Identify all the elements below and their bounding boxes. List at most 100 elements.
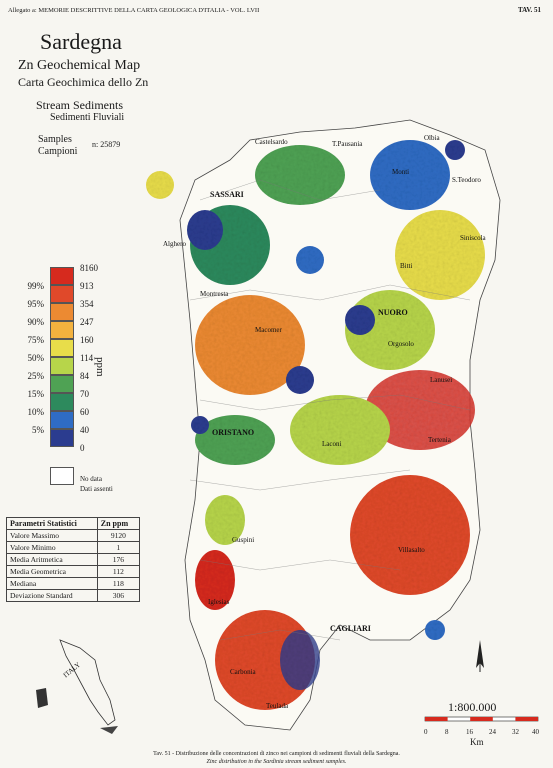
map-title: Sardegna [40, 29, 122, 54]
sample-count: n: 25879 [92, 140, 121, 149]
medium-label-it: Sedimenti Fluviali [50, 112, 125, 123]
legend-value: 60 [80, 407, 89, 417]
scale-tick: 16 [466, 728, 473, 736]
sardinia-inset [36, 688, 48, 708]
samples-label-it: Campioni [38, 146, 78, 157]
table-row: Deviazione Standard 306 [6, 589, 141, 602]
table-row: Media Geometrica 112 [6, 565, 141, 578]
stat-value: 9120 [96, 529, 141, 542]
blob [345, 305, 375, 335]
blob [286, 366, 314, 394]
medium-label-en: Stream Sediments [36, 98, 123, 112]
blob [445, 140, 465, 160]
legend-swatch [50, 321, 74, 339]
zone-oristano [195, 415, 275, 465]
map-subtitle-it: Carta Geochimica dello Zn [18, 75, 149, 89]
zone-guspini [205, 495, 245, 545]
legend-percentile: 50% [27, 353, 45, 363]
legend-value: 8160 [80, 263, 98, 273]
stat-value: 176 [96, 553, 141, 566]
place-guspini: Guspini [232, 536, 255, 544]
zone-east [365, 370, 475, 450]
blob [296, 246, 324, 274]
place-olbia: Olbia [424, 134, 440, 142]
legend-value: 247 [80, 317, 94, 327]
legend-percentile: 25% [27, 371, 45, 381]
zone-iglesias [195, 550, 235, 610]
legend-value: 913 [80, 281, 94, 291]
map-subtitle-en: Zn Geochemical Map [18, 58, 141, 73]
zone-central [195, 295, 305, 395]
place-siniscola: Siniscola [460, 234, 486, 242]
stat-label: Valore Massimo [6, 529, 98, 542]
statistics-table: Parametri Statistici Zn ppm Valore Massi… [6, 517, 141, 602]
stat-label: Media Aritmetica [6, 553, 98, 566]
legend-swatch [50, 267, 74, 285]
legend-percentile: 5% [32, 425, 44, 435]
place-orgosolo: Orgosolo [388, 340, 414, 348]
legend-percentile: 95% [27, 299, 45, 309]
legend-percentile: 10% [27, 407, 45, 417]
legend-swatch [50, 303, 74, 321]
stat-label: Valore Minimo [6, 541, 98, 554]
table-row: Media Aritmetica 176 [6, 553, 141, 566]
legend-value: 0 [80, 443, 85, 453]
header-param: Parametri Statistici [6, 517, 98, 530]
place-montresta: Montresta [200, 290, 229, 298]
legend-unit: ppm [94, 357, 106, 377]
place-oristano: ORISTANO [212, 428, 255, 437]
header-unit: Zn ppm [96, 517, 141, 530]
legend-swatch [50, 357, 74, 375]
series-reference: Allegato a: MEMORIE DESCRITTIVE DELLA CA… [8, 7, 260, 14]
place-monti: Monti [392, 168, 410, 176]
legend-nodata-en: No data [80, 475, 102, 483]
legend-swatch [50, 339, 74, 357]
place-sassari: SASSARI [210, 190, 244, 199]
caption-en: Zinc distribution in the Sardinia stream… [206, 759, 347, 765]
zone-gallura [370, 140, 450, 210]
place-santeodoro: S.Teodoro [452, 176, 481, 184]
stat-label: Mediana [6, 577, 98, 590]
stat-label: Media Geometrica [6, 565, 98, 578]
place-tempio: T.Pausania [332, 140, 363, 148]
place-bitti: Bitti [400, 262, 413, 270]
scale-tick: 24 [489, 728, 496, 736]
place-tertenia: Tertenia [428, 436, 451, 444]
concentration-zones [146, 140, 485, 710]
legend-percentile: 90% [27, 317, 45, 327]
legend-swatch [50, 429, 74, 447]
zone-se [350, 475, 470, 595]
place-laconi: Laconi [322, 440, 342, 448]
stat-value: 306 [96, 589, 141, 602]
legend-nodata-it: Dati assenti [80, 485, 113, 493]
page-header: Allegato a: MEMORIE DESCRITTIVE DELLA CA… [8, 5, 545, 19]
legend-swatch [50, 393, 74, 411]
samples-label-en: Samples [38, 134, 72, 145]
table-row: Mediana 118 [6, 577, 141, 590]
place-cagliari: CAGLIARI [330, 624, 371, 633]
color-legend: 8160 913 354 247 160 114 84 70 60 40 0 9… [6, 263, 146, 505]
scale-tick: 40 [532, 728, 539, 736]
legend-value: 70 [80, 389, 89, 399]
legend-swatch [50, 375, 74, 393]
stat-label: Deviazione Standard [6, 589, 98, 602]
legend-swatch [50, 285, 74, 303]
stat-value: 112 [96, 565, 141, 578]
place-teulada: Teulada [266, 702, 289, 710]
scale-bar [424, 716, 539, 722]
place-lanusei: Lanusei [430, 376, 453, 384]
legend-value: 354 [80, 299, 94, 309]
place-macomer: Macomer [255, 326, 282, 334]
blob [146, 171, 174, 199]
scale-tick: 0 [424, 728, 428, 736]
plate-number: TAV. 51 [518, 6, 541, 14]
place-carbonia: Carbonia [230, 668, 256, 676]
place-alghero: Alghero [163, 240, 186, 248]
zone-alghero [187, 210, 223, 250]
scale-ratio: 1:800.000 [448, 700, 497, 714]
scale: 1:800.000 0 8 16 24 32 40 Km [418, 700, 542, 750]
zone-laconi [290, 395, 390, 465]
legend-value: 114 [80, 353, 94, 363]
catchment-lines [189, 179, 471, 641]
